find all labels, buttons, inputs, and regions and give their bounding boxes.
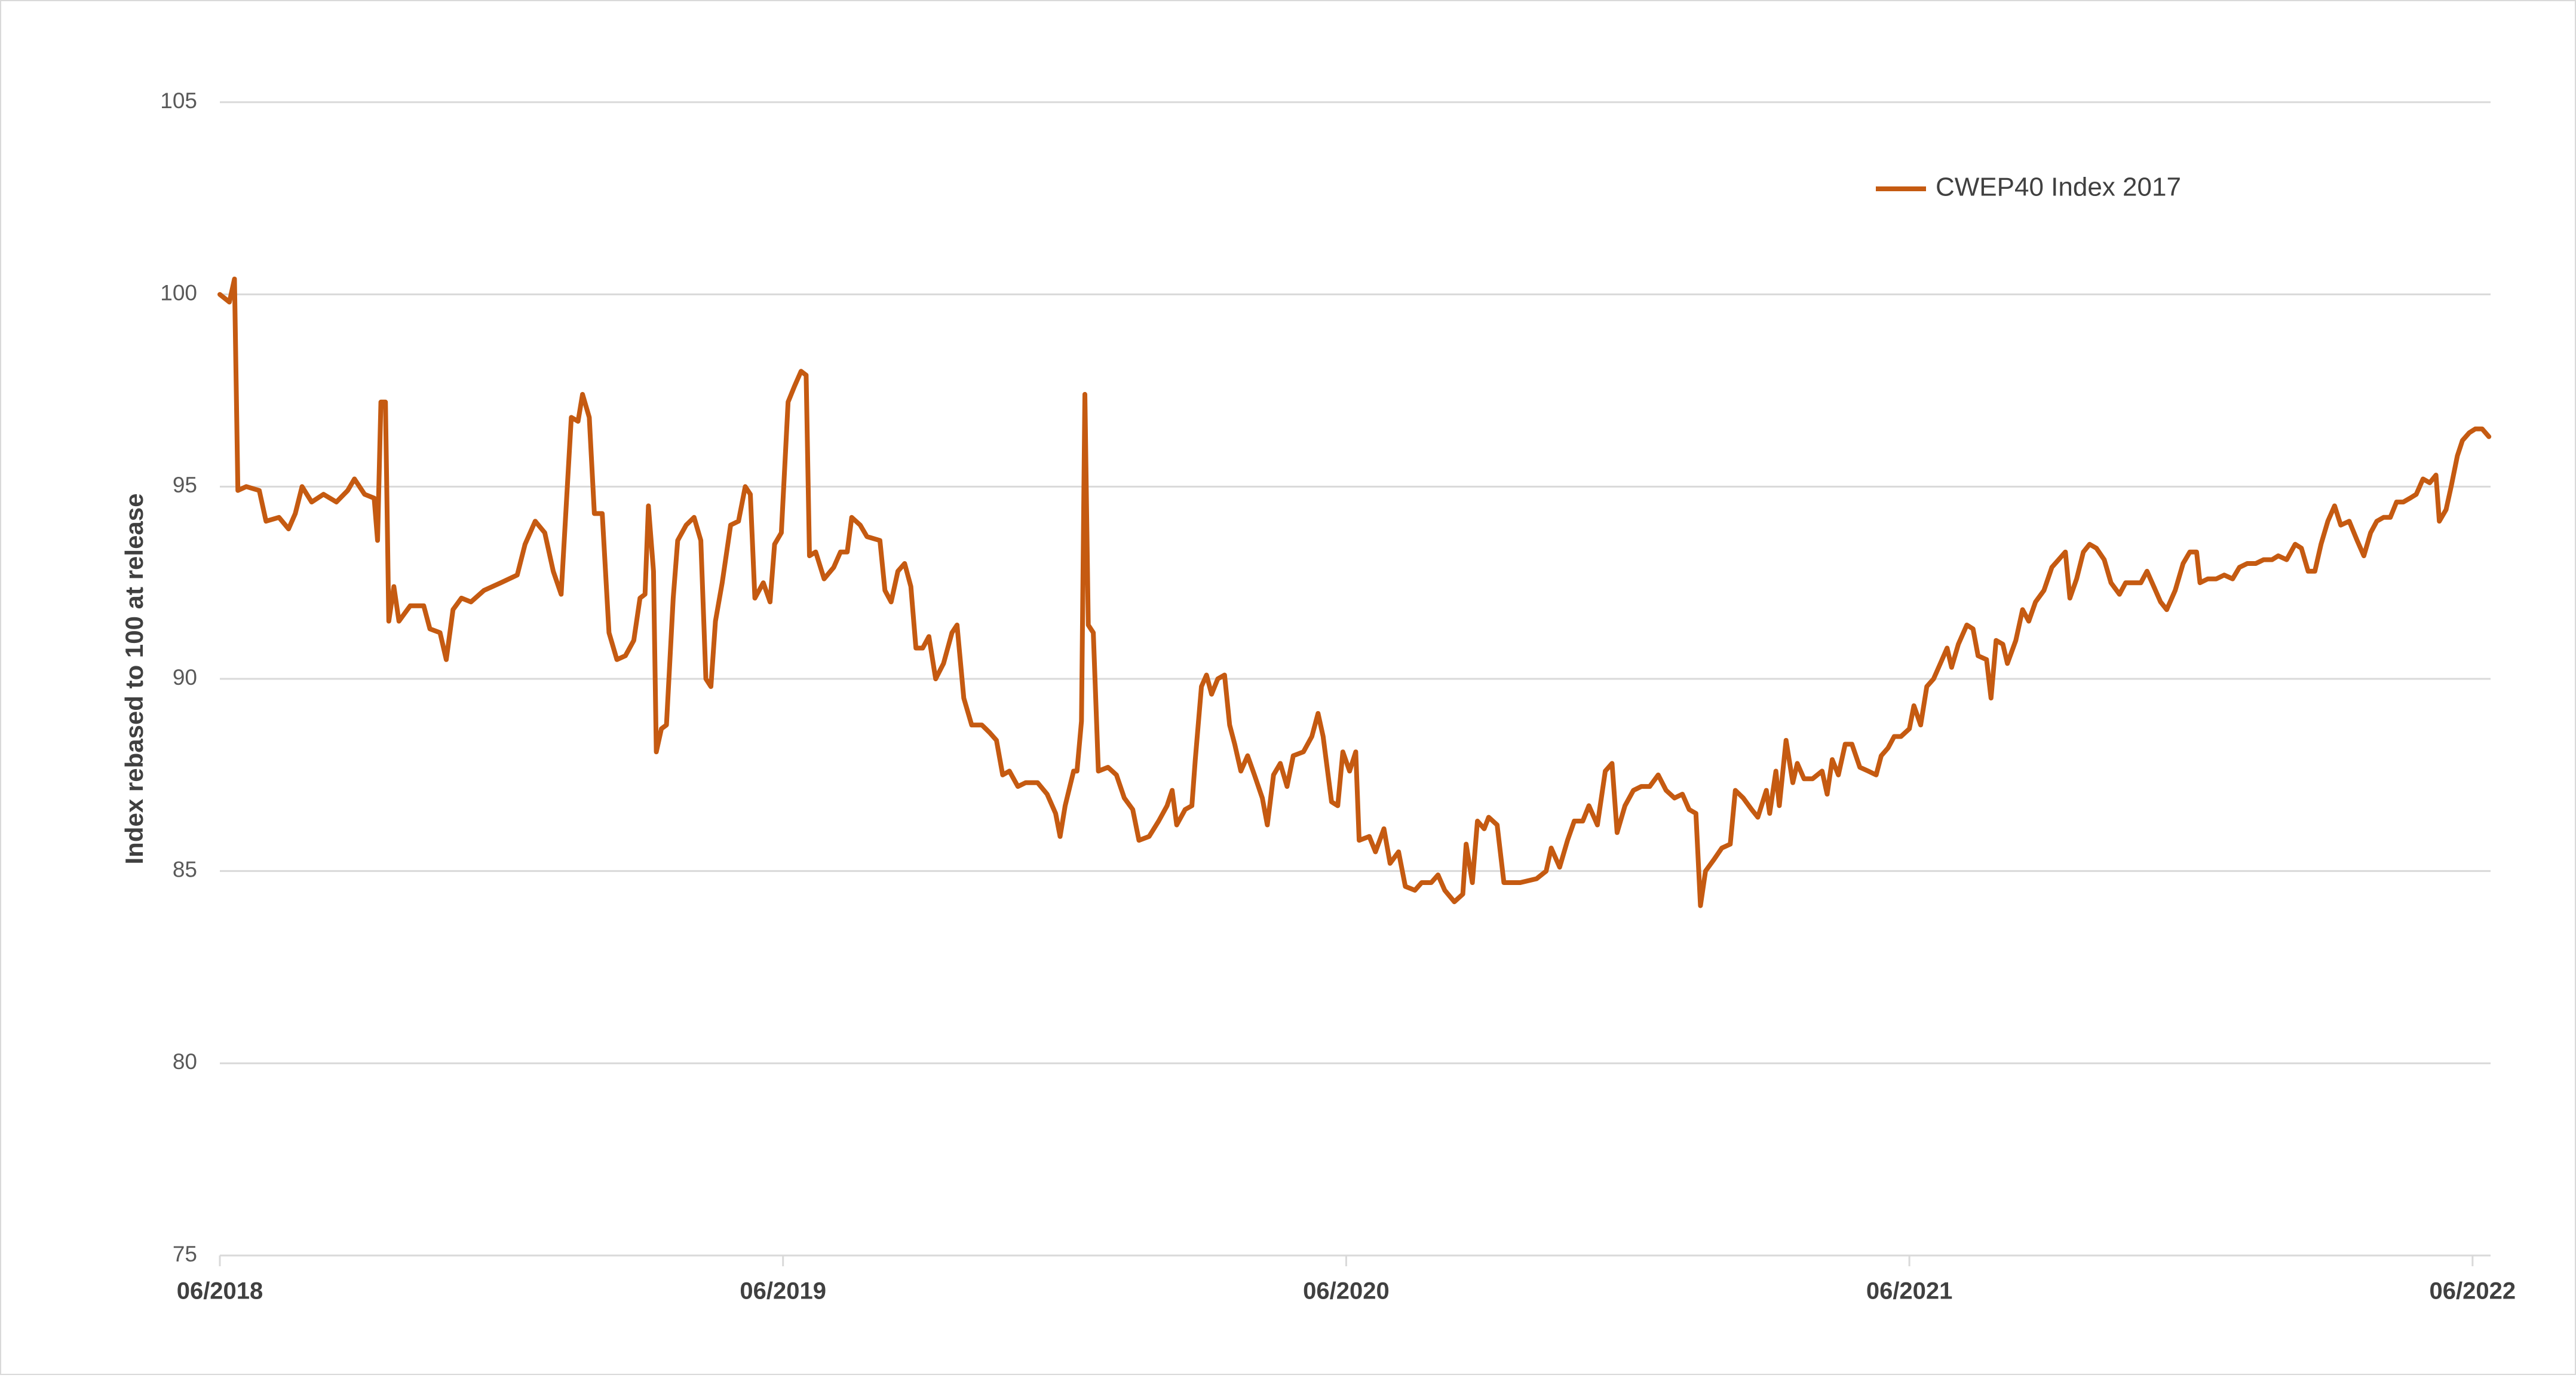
y-tick-label: 105	[160, 88, 197, 113]
x-tick-label: 06/2022	[2430, 1278, 2516, 1304]
y-tick-label: 85	[173, 857, 197, 881]
y-tick-label: 80	[173, 1049, 197, 1074]
x-tick-label: 06/2019	[740, 1278, 826, 1304]
y-tick-label: 75	[173, 1242, 197, 1266]
legend-label: CWEP40 Index 2017	[1936, 173, 2181, 202]
y-tick-label: 90	[173, 665, 197, 690]
x-tick-label: 06/2020	[1303, 1278, 1390, 1304]
y-tick-label: 100	[160, 280, 197, 305]
x-tick-label: 06/2021	[1866, 1278, 1953, 1304]
data-line	[217, 276, 2492, 908]
y-tick-label: 95	[173, 473, 197, 497]
x-tick-label: 06/2018	[177, 1278, 263, 1304]
y-axis-title: Index rebased to 100 at release	[120, 494, 148, 865]
